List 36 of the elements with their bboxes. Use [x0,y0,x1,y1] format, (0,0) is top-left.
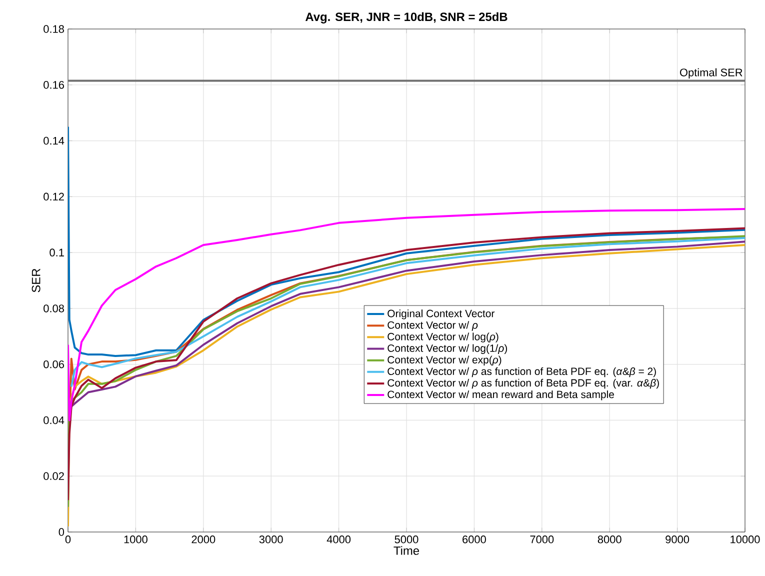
chart-title: Avg. SER, JNR = 10dB, SNR = 25dB [305,12,508,24]
y-tick-label: 0.02 [44,472,64,480]
line-series [68,126,746,357]
legend-label: Context Vector w/ log(ρ) [388,332,498,342]
y-tick-label: 0.16 [44,81,64,89]
legend-label: Context Vector w/ ρ [388,321,478,331]
x-tick-label: 4000 [326,536,351,544]
legend-label: Context Vector w/ ρ as function of Beta PDF eq. (var. α&β) [388,378,659,389]
y-axis-title: SER [32,268,40,292]
legend-label: Original Context Vector [388,310,495,320]
y-tick-label: 0.06 [44,360,64,368]
x-tick-label: 9000 [666,536,690,544]
line-series [68,208,746,422]
x-tick-label: 0 [65,536,71,544]
legend-label: Context Vector w/ log(1/ρ) [388,344,508,354]
x-tick-label: 3000 [259,536,283,544]
y-tick-label: 0.14 [44,136,64,145]
legend-label: Context Vector w/ exp(ρ) [388,356,502,366]
x-tick-label: 2000 [192,536,216,544]
legend-label: Context Vector w/ ρ as function of Beta PDF eq. (α&β = 2) [388,367,656,378]
line-series [70,237,746,388]
legend-label: Context Vector w/ mean reward and Beta sample [388,390,614,400]
y-tick-label: 0.08 [44,304,64,312]
y-tick-label: 0.12 [44,192,64,201]
x-tick-label: 5000 [394,536,418,544]
y-tick-label: 0.18 [44,25,64,33]
x-tick-label: 10000 [730,536,760,544]
y-tick-label: 0 [58,528,64,536]
x-tick-label: 6000 [462,536,486,544]
x-tick-label: 8000 [598,536,622,544]
x-tick-label: 1000 [124,536,148,544]
y-tick-label: 0.1 [50,248,64,256]
x-axis-title: Time [394,546,420,555]
x-tick-label: 7000 [530,536,554,544]
ref-line-label: Optimal SER [680,68,742,78]
y-tick-label: 0.04 [44,416,64,424]
